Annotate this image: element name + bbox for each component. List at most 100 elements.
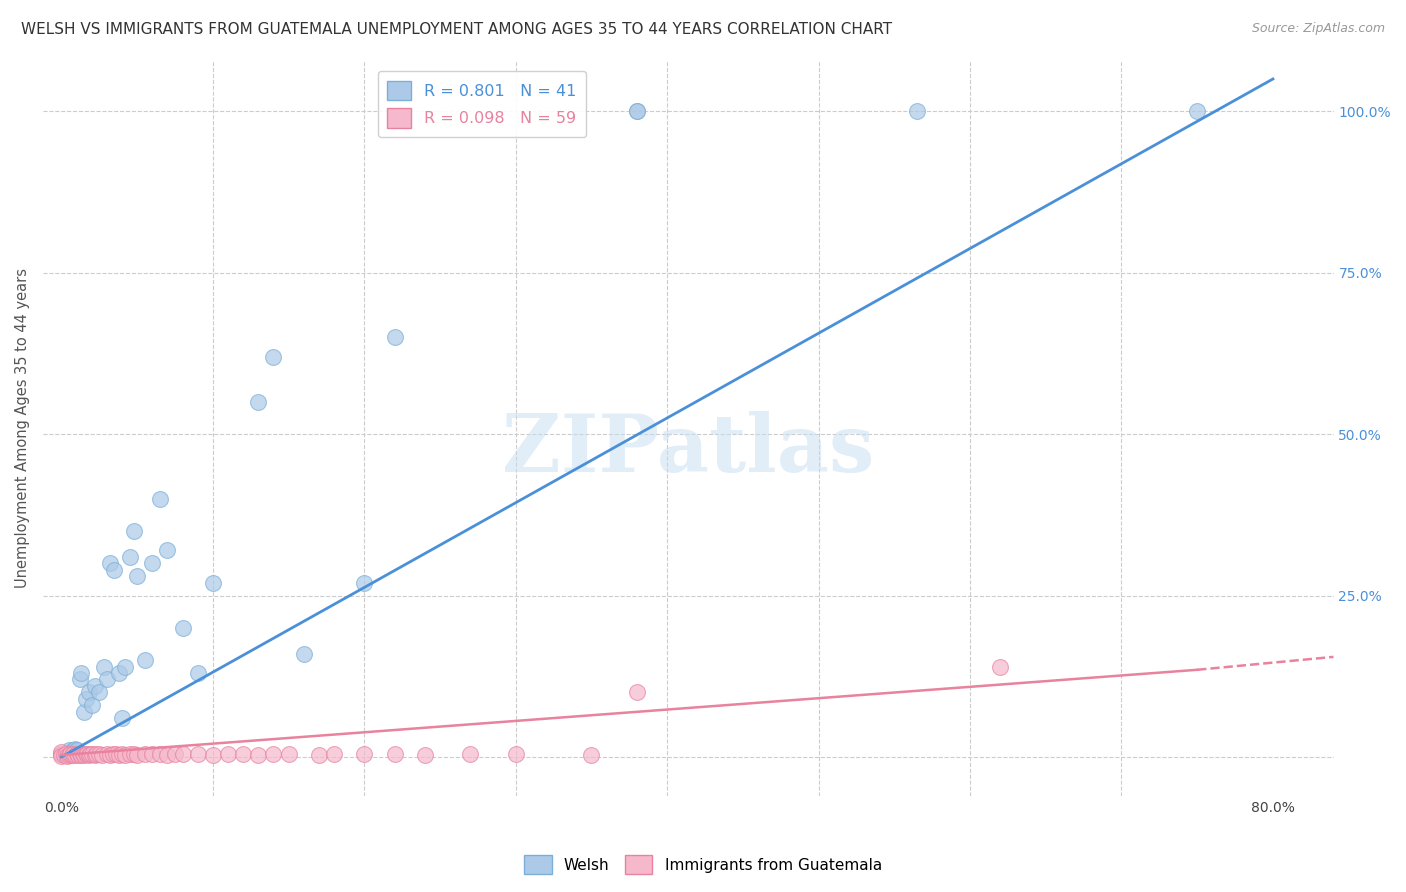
Point <box>413 747 436 762</box>
Point <box>353 747 375 761</box>
Text: WELSH VS IMMIGRANTS FROM GUATEMALA UNEMPLOYMENT AMONG AGES 35 TO 44 YEARS CORREL: WELSH VS IMMIGRANTS FROM GUATEMALA UNEMP… <box>21 22 893 37</box>
Point <box>201 575 224 590</box>
Point <box>62 747 84 761</box>
Point <box>62 743 84 757</box>
Point <box>247 394 270 409</box>
Point <box>626 104 648 119</box>
Point <box>187 747 209 762</box>
Point <box>149 491 172 506</box>
Point <box>308 747 330 762</box>
Point <box>77 685 100 699</box>
Point <box>63 747 86 762</box>
Point <box>76 747 98 762</box>
Point <box>187 666 209 681</box>
Point <box>122 747 145 762</box>
Point <box>353 575 375 590</box>
Point <box>118 549 141 564</box>
Point <box>156 747 179 762</box>
Point <box>53 747 76 762</box>
Point <box>51 745 73 759</box>
Point <box>323 747 346 762</box>
Point <box>905 104 928 119</box>
Point <box>65 743 87 757</box>
Point <box>75 691 97 706</box>
Point <box>80 698 103 713</box>
Point <box>505 747 527 762</box>
Point <box>70 747 93 762</box>
Point <box>91 747 114 762</box>
Point <box>111 711 134 725</box>
Point <box>51 748 73 763</box>
Point <box>59 747 82 762</box>
Point <box>77 747 100 762</box>
Point <box>581 747 603 762</box>
Point <box>98 747 121 762</box>
Legend: R = 0.801   N = 41, R = 0.098   N = 59: R = 0.801 N = 41, R = 0.098 N = 59 <box>378 71 586 137</box>
Point <box>65 747 87 762</box>
Point <box>98 556 121 570</box>
Point <box>122 524 145 538</box>
Point <box>114 659 136 673</box>
Text: Source: ZipAtlas.com: Source: ZipAtlas.com <box>1251 22 1385 36</box>
Point <box>96 673 118 687</box>
Point <box>108 666 131 681</box>
Point <box>55 747 77 761</box>
Point <box>60 745 83 759</box>
Text: ZIPatlas: ZIPatlas <box>502 410 875 489</box>
Point <box>51 747 73 761</box>
Point <box>83 747 105 762</box>
Point <box>384 330 406 344</box>
Point <box>93 659 115 673</box>
Point <box>84 747 107 761</box>
Point <box>384 747 406 762</box>
Point <box>83 679 105 693</box>
Point <box>104 747 127 762</box>
Y-axis label: Unemployment Among Ages 35 to 44 years: Unemployment Among Ages 35 to 44 years <box>15 268 30 588</box>
Point <box>626 685 648 699</box>
Point <box>75 747 97 761</box>
Point <box>134 653 156 667</box>
Point <box>232 747 254 762</box>
Point <box>111 747 134 762</box>
Point <box>247 747 270 762</box>
Point <box>292 647 315 661</box>
Point <box>79 747 101 762</box>
Point <box>58 747 80 762</box>
Point <box>141 747 163 761</box>
Point <box>58 743 80 757</box>
Point <box>626 104 648 119</box>
Point <box>172 747 194 762</box>
Point <box>72 747 94 762</box>
Point <box>127 569 149 583</box>
Point <box>66 747 89 762</box>
Point <box>73 705 96 719</box>
Point <box>156 543 179 558</box>
Point <box>55 747 77 761</box>
Point <box>988 659 1011 673</box>
Point <box>73 747 96 762</box>
Point <box>60 747 83 762</box>
Point <box>149 747 172 762</box>
Point <box>217 747 239 761</box>
Point <box>103 563 125 577</box>
Point <box>89 685 111 699</box>
Point <box>101 747 124 761</box>
Point <box>172 621 194 635</box>
Point <box>51 747 73 761</box>
Point <box>262 747 284 761</box>
Point <box>96 747 118 762</box>
Point <box>262 350 284 364</box>
Point <box>89 747 111 762</box>
Legend: Welsh, Immigrants from Guatemala: Welsh, Immigrants from Guatemala <box>517 849 889 880</box>
Point <box>114 747 136 762</box>
Point <box>127 747 149 762</box>
Point <box>69 673 91 687</box>
Point <box>458 747 481 761</box>
Point <box>70 666 93 681</box>
Point <box>118 747 141 761</box>
Point <box>69 747 91 761</box>
Point <box>134 747 156 762</box>
Point <box>201 747 224 762</box>
Point <box>108 747 131 762</box>
Point <box>141 556 163 570</box>
